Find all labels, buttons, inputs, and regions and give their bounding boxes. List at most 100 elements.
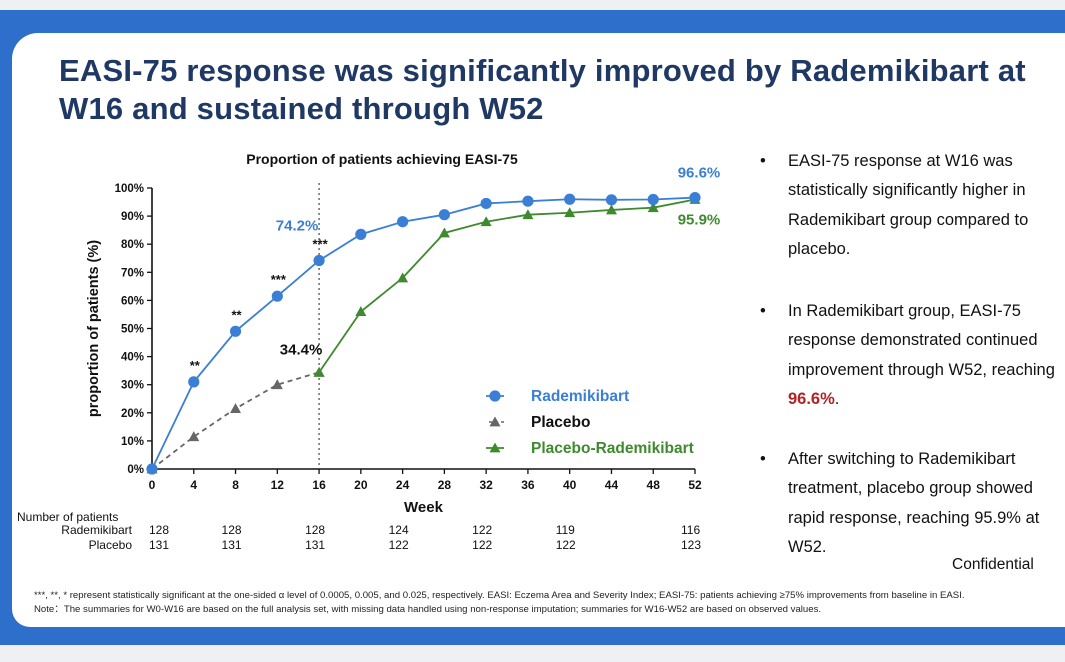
data-point: [564, 207, 576, 218]
footnote-line-1: ***, **, * represent statistically signi…: [34, 590, 965, 601]
y-tick-label: 90%: [121, 211, 144, 223]
significance-label: ***: [271, 272, 287, 287]
patients-count: 122: [389, 538, 409, 552]
bullet-text-after: .: [834, 389, 840, 408]
data-point: [605, 194, 618, 206]
y-axis-label: proportion of patients (%): [86, 240, 102, 417]
x-axis-label: Week: [404, 499, 444, 516]
legend-marker: [489, 390, 501, 402]
x-tick-label: 28: [438, 478, 452, 492]
legend-marker: [489, 416, 501, 427]
x-tick-label: 12: [271, 478, 285, 492]
patients-table-header: Number of patients: [17, 510, 118, 524]
bullet-text: EASI-75 response at W16 was statisticall…: [788, 152, 1029, 258]
data-point: [480, 216, 492, 227]
bullet-text: In Rademikibart group, EASI-75 response …: [788, 297, 1065, 414]
series-line-rademikibart: [151, 196, 696, 470]
data-point: [271, 379, 283, 390]
x-tick-label: 8: [232, 478, 239, 492]
patients-count: 128: [305, 523, 325, 537]
data-point: [188, 376, 200, 388]
x-tick-label: 40: [563, 478, 577, 492]
y-tick-label: 80%: [121, 239, 144, 251]
legend-label: Rademikibart: [531, 388, 629, 405]
patients-row-label: Rademikibart: [61, 523, 132, 537]
legend-marker: [489, 442, 501, 453]
legend-label: Placebo-Rademikibart: [531, 440, 694, 457]
slide-title: EASI-75 response was significantly impro…: [59, 53, 1026, 126]
data-point: [689, 191, 701, 204]
y-tick-label: 10%: [121, 436, 144, 448]
x-tick-label: 52: [688, 478, 702, 492]
data-point: [313, 366, 325, 377]
data-point: [355, 306, 367, 317]
patients-count: 116: [681, 523, 700, 537]
significance-label: ***: [312, 236, 328, 251]
value-annotation: 74.2%: [276, 217, 319, 234]
significance-label: **: [231, 307, 242, 322]
y-tick-label: 30%: [121, 380, 144, 392]
data-point: [146, 463, 158, 475]
y-tick-label: 40%: [121, 352, 144, 364]
bullet-text: After switching to Rademikibart treatmen…: [788, 450, 1040, 556]
y-tick-label: 60%: [121, 295, 144, 307]
y-tick-label: 100%: [115, 183, 144, 195]
x-tick-label: 44: [605, 478, 619, 492]
x-tick-label: 24: [396, 478, 410, 492]
data-point: [480, 197, 492, 210]
patients-count: 131: [222, 538, 242, 552]
data-point: [522, 209, 534, 220]
bullet-marker: •: [760, 152, 766, 170]
data-point: [230, 403, 242, 413]
x-tick-label: 4: [190, 478, 197, 492]
highlight-value: 96.6%: [788, 389, 835, 408]
data-point: [229, 325, 242, 337]
data-point: [647, 193, 659, 206]
patients-count: 119: [556, 523, 575, 537]
y-tick-label: 0%: [127, 464, 144, 476]
x-tick-label: 48: [647, 478, 661, 492]
significance-label: **: [190, 358, 201, 373]
patients-row-label: Placebo: [89, 538, 133, 552]
data-point: [313, 254, 325, 267]
patients-count: 122: [472, 523, 492, 537]
value-annotation: 34.4%: [280, 341, 323, 358]
y-tick-label: 50%: [121, 324, 144, 336]
patients-count: 128: [149, 523, 169, 537]
data-point: [397, 216, 409, 228]
x-tick-label: 20: [354, 478, 368, 492]
x-tick-label: 0: [149, 478, 156, 492]
footnote-line-2: Note：The summaries for W0-W16 are based …: [34, 604, 822, 615]
patients-count: 122: [556, 538, 576, 552]
patients-count: 131: [305, 538, 325, 552]
data-point: [438, 227, 450, 238]
x-tick-label: 36: [521, 478, 535, 492]
confidential-label: Confidential: [952, 556, 1034, 573]
series-line-placebo: [151, 371, 320, 470]
value-annotation: 96.6%: [678, 165, 721, 182]
patients-count: 122: [472, 538, 492, 552]
chart-title: Proportion of patients achieving EASI-75: [246, 151, 518, 167]
data-point: [397, 272, 409, 283]
data-point: [522, 195, 534, 207]
legend-label: Placebo: [531, 414, 590, 431]
x-tick-label: 16: [312, 478, 326, 492]
bullet-marker: •: [760, 450, 766, 468]
y-tick-label: 70%: [121, 267, 144, 279]
y-tick-label: 20%: [121, 408, 144, 420]
patients-count: 131: [149, 538, 169, 552]
footnote: ***, **, * represent statistically signi…: [34, 589, 1065, 617]
data-point: [647, 202, 659, 213]
easi75-chart: Proportion of patients achieving EASI-75…: [17, 151, 721, 552]
slide: EASI-75 response was significantly impro…: [12, 33, 1065, 627]
data-point: [271, 290, 283, 302]
value-annotation: 95.9%: [678, 212, 721, 229]
data-point: [188, 431, 200, 442]
patients-count: 123: [681, 538, 701, 552]
bullet-text-before: In Rademikibart group, EASI-75 response …: [788, 302, 1055, 379]
data-point: [438, 209, 450, 221]
data-point: [355, 228, 367, 240]
bullet-marker: •: [760, 302, 766, 320]
data-point: [564, 193, 576, 205]
data-point: [605, 204, 617, 215]
